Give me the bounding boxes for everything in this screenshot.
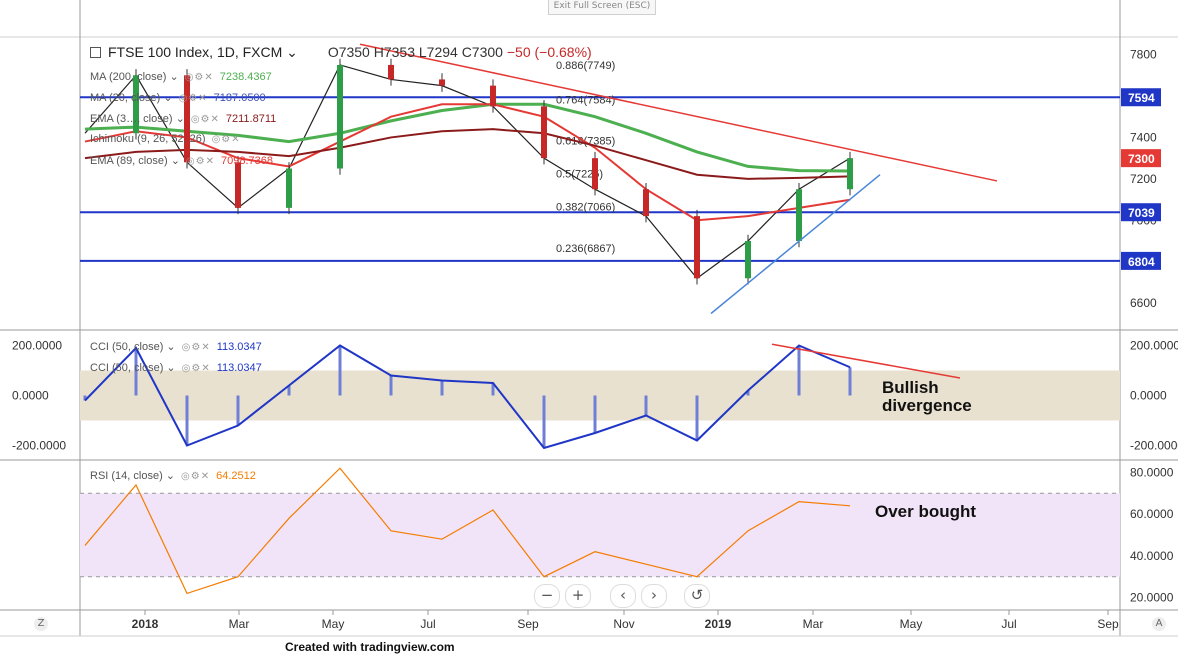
rsi-tick-label: 20.0000 (1130, 591, 1174, 605)
cci-label-2[interactable]: CCI (50, close) ⌄ ◎⚙✕ 113.0347 (90, 362, 262, 374)
cci-tick-right: -200.0000 (1130, 439, 1178, 453)
fib-label: 0.764(7584) (556, 94, 615, 106)
price-tick-label: 7200 (1130, 172, 1157, 186)
price-tag-bg (1121, 88, 1161, 107)
fib-label: 0.5(7225) (556, 169, 603, 181)
candle-body (388, 64, 394, 80)
indicator-settings-icon: ◎⚙✕ (181, 471, 211, 482)
cci-label-1[interactable]: CCI (50, close) ⌄ ◎⚙✕ 113.0347 (90, 341, 262, 353)
series-ema-89-close- (84, 103, 851, 222)
indicator-settings-icon: ◎⚙✕ (181, 363, 211, 374)
price-tag-label: 7594 (1128, 91, 1155, 105)
candle-body (184, 75, 190, 163)
fib-label: 0.382(7066) (556, 202, 615, 214)
candle-body (337, 64, 343, 169)
candle-body (847, 158, 853, 190)
rsi-tick-label: 40.0000 (1130, 549, 1174, 563)
candle-body (235, 162, 241, 208)
zoom-out-button[interactable]: − (534, 584, 560, 608)
price-tick-label: 6600 (1130, 296, 1157, 310)
bullish-annotation: Bullish divergence (882, 378, 972, 415)
indicator-settings-icon: ◎⚙✕ (190, 114, 220, 125)
time-label-sep: Sep (517, 617, 539, 631)
time-label-2018: 2018 (132, 617, 159, 631)
cci-tick-right: 200.0000 (1130, 339, 1178, 353)
candle-body (796, 189, 802, 241)
collapse-icon[interactable] (90, 47, 101, 58)
candle-body (490, 85, 496, 107)
candle-body (643, 189, 649, 217)
indicator-settings-icon: ◎⚙✕ (178, 93, 208, 104)
candle-body (694, 216, 700, 279)
price-tag-label: 7300 (1128, 152, 1155, 166)
scroll-left-button[interactable]: ‹ (610, 584, 636, 608)
support-trendline (710, 174, 881, 315)
candle-body (439, 79, 445, 86)
series-ma-200-close- (84, 102, 851, 173)
price-tag-label: 6804 (1128, 255, 1155, 269)
overbought-annotation: Over bought (875, 502, 977, 521)
resistance-trendline (359, 43, 998, 182)
price-tick-label: 7800 (1130, 48, 1157, 62)
indicator-ema89[interactable]: EMA (89, close) ⌄ ◎⚙✕ 7098.7368 (90, 155, 273, 167)
indicator-ichimoku[interactable]: Ichimoku (9, 26, 52, 26) ◎⚙✕ (90, 133, 241, 145)
cci-tick-left: -200.0000 (12, 439, 66, 453)
scroll-right-button[interactable]: › (641, 584, 667, 608)
time-label-sep: Sep (1097, 617, 1119, 631)
reset-chart-button[interactable]: ↺ (684, 584, 710, 608)
ohlc-values: O7350 H7353 L7294 C7300 (327, 44, 503, 60)
chart-header: FTSE 100 Index, 1D, FXCM ⌄ O7350 H7353 L… (90, 44, 592, 61)
zoom-in-button[interactable]: + (565, 584, 591, 608)
indicator-settings-icon: ◎⚙✕ (211, 134, 241, 145)
auto-scale-button[interactable]: A (1152, 617, 1166, 631)
time-label-jul: Jul (420, 617, 435, 631)
candle-body (541, 106, 547, 159)
cci-tick-right: 0.0000 (1130, 389, 1167, 403)
fib-label: 0.886(7749) (556, 60, 615, 72)
price-tag-bg (1121, 149, 1161, 168)
symbol-label[interactable]: FTSE 100 Index, 1D, FXCM (108, 44, 283, 60)
fib-label: 0.236(6867) (556, 243, 615, 255)
cci-tick-left: 200.0000 (12, 339, 62, 353)
rsi-tick-label: 80.0000 (1130, 465, 1174, 479)
rsi-label[interactable]: RSI (14, close) ⌄ ◎⚙✕ 64.2512 (90, 470, 256, 482)
price-tick-label: 7400 (1130, 130, 1157, 144)
change-value: −50 (−0.68%) (506, 44, 592, 60)
time-label-mar: Mar (229, 617, 250, 631)
indicator-ma20[interactable]: MA (20, close) ⌄ ◎⚙✕ 7187.0500 (90, 92, 266, 104)
watermark-created: Created with tradingview.com (285, 640, 455, 654)
time-label-nov: Nov (613, 617, 634, 631)
time-label-2019: 2019 (705, 617, 732, 631)
rsi-line (84, 467, 851, 595)
candle-body (592, 158, 598, 190)
price-tag-label: 7039 (1128, 206, 1155, 220)
time-label-may: May (900, 617, 923, 631)
time-label-may: May (322, 617, 345, 631)
indicator-settings-icon: ◎⚙✕ (184, 72, 214, 83)
cci-tick-left: 0.0000 (12, 389, 49, 403)
chevron-down-icon[interactable]: ⌄ (282, 44, 298, 60)
cci-divergence-line (771, 343, 961, 379)
indicator-ma200[interactable]: MA (200, close) ⌄ ◎⚙✕ 7238.4367 (90, 71, 272, 83)
series-close (84, 64, 851, 280)
rsi-tick-label: 60.0000 (1130, 507, 1174, 521)
time-label-jul: Jul (1001, 617, 1016, 631)
time-label-mar: Mar (803, 617, 824, 631)
candle-body (286, 168, 292, 208)
candle-body (133, 75, 139, 134)
indicator-settings-icon: ◎⚙✕ (185, 156, 215, 167)
indicator-ema300[interactable]: EMA (3…, close) ⌄ ◎⚙✕ 7211.8711 (90, 113, 277, 125)
indicator-settings-icon: ◎⚙✕ (181, 342, 211, 353)
exit-fullscreen-button[interactable]: Exit Full Screen (ESC) (548, 0, 656, 15)
zoom-z-button[interactable]: Z (34, 617, 48, 631)
cci-line (84, 344, 851, 450)
cci-band (80, 370, 1120, 421)
rsi-band (80, 493, 1120, 577)
price-tag-bg (1121, 203, 1161, 222)
series-ema-3-close- (84, 128, 851, 180)
candle-body (745, 241, 751, 279)
price-tag-bg (1121, 251, 1161, 270)
